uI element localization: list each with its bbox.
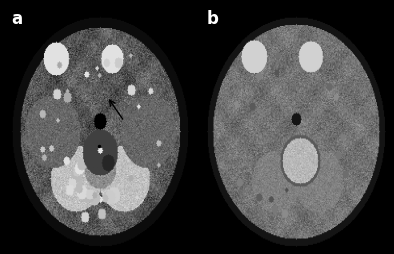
Text: b: b [207, 10, 219, 28]
Text: a: a [11, 10, 23, 28]
